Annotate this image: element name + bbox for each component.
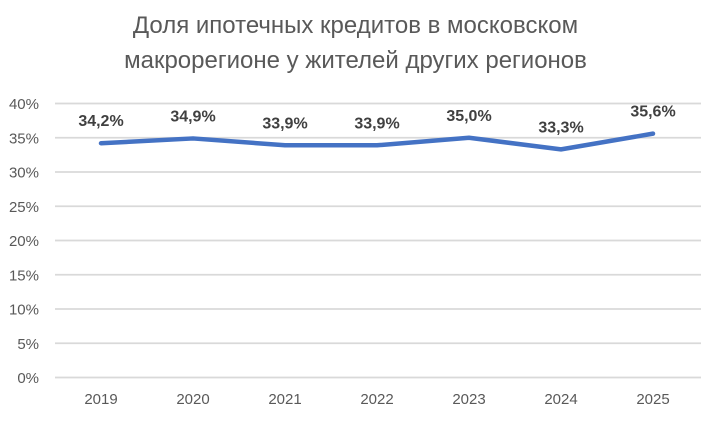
data-label: 34,2%: [78, 113, 123, 130]
data-label: 33,3%: [538, 119, 583, 136]
y-axis-tick-label: 30%: [9, 165, 39, 182]
y-axis-tick-label: 5%: [17, 336, 39, 353]
data-label: 33,9%: [354, 115, 399, 132]
x-axis-tick-label: 2025: [636, 391, 669, 408]
data-label: 35,0%: [446, 108, 491, 125]
x-axis-tick-label: 2024: [544, 391, 577, 408]
y-axis-tick-label: 15%: [9, 267, 39, 284]
y-axis-tick-label: 25%: [9, 199, 39, 216]
y-axis-tick-label: 35%: [9, 130, 39, 147]
data-label: 33,9%: [262, 115, 307, 132]
x-axis-tick-label: 2022: [360, 391, 393, 408]
data-label: 35,6%: [630, 104, 675, 121]
x-axis-tick-label: 2023: [452, 391, 485, 408]
series-line: [98, 131, 656, 152]
x-axis-tick-label: 2020: [176, 391, 209, 408]
data-label: 34,9%: [170, 108, 215, 125]
x-axis-tick-label: 2019: [84, 391, 117, 408]
y-axis-tick-label: 20%: [9, 233, 39, 250]
y-axis-tick-label: 0%: [17, 370, 39, 387]
chart-title: Доля ипотечных кредитов в московском мак…: [0, 8, 711, 78]
y-axis-tick-label: 40%: [9, 96, 39, 113]
y-axis-tick-label: 10%: [9, 302, 39, 319]
chart-title-text: Доля ипотечных кредитов в московском мак…: [124, 12, 587, 74]
x-axis-tick-label: 2021: [268, 391, 301, 408]
